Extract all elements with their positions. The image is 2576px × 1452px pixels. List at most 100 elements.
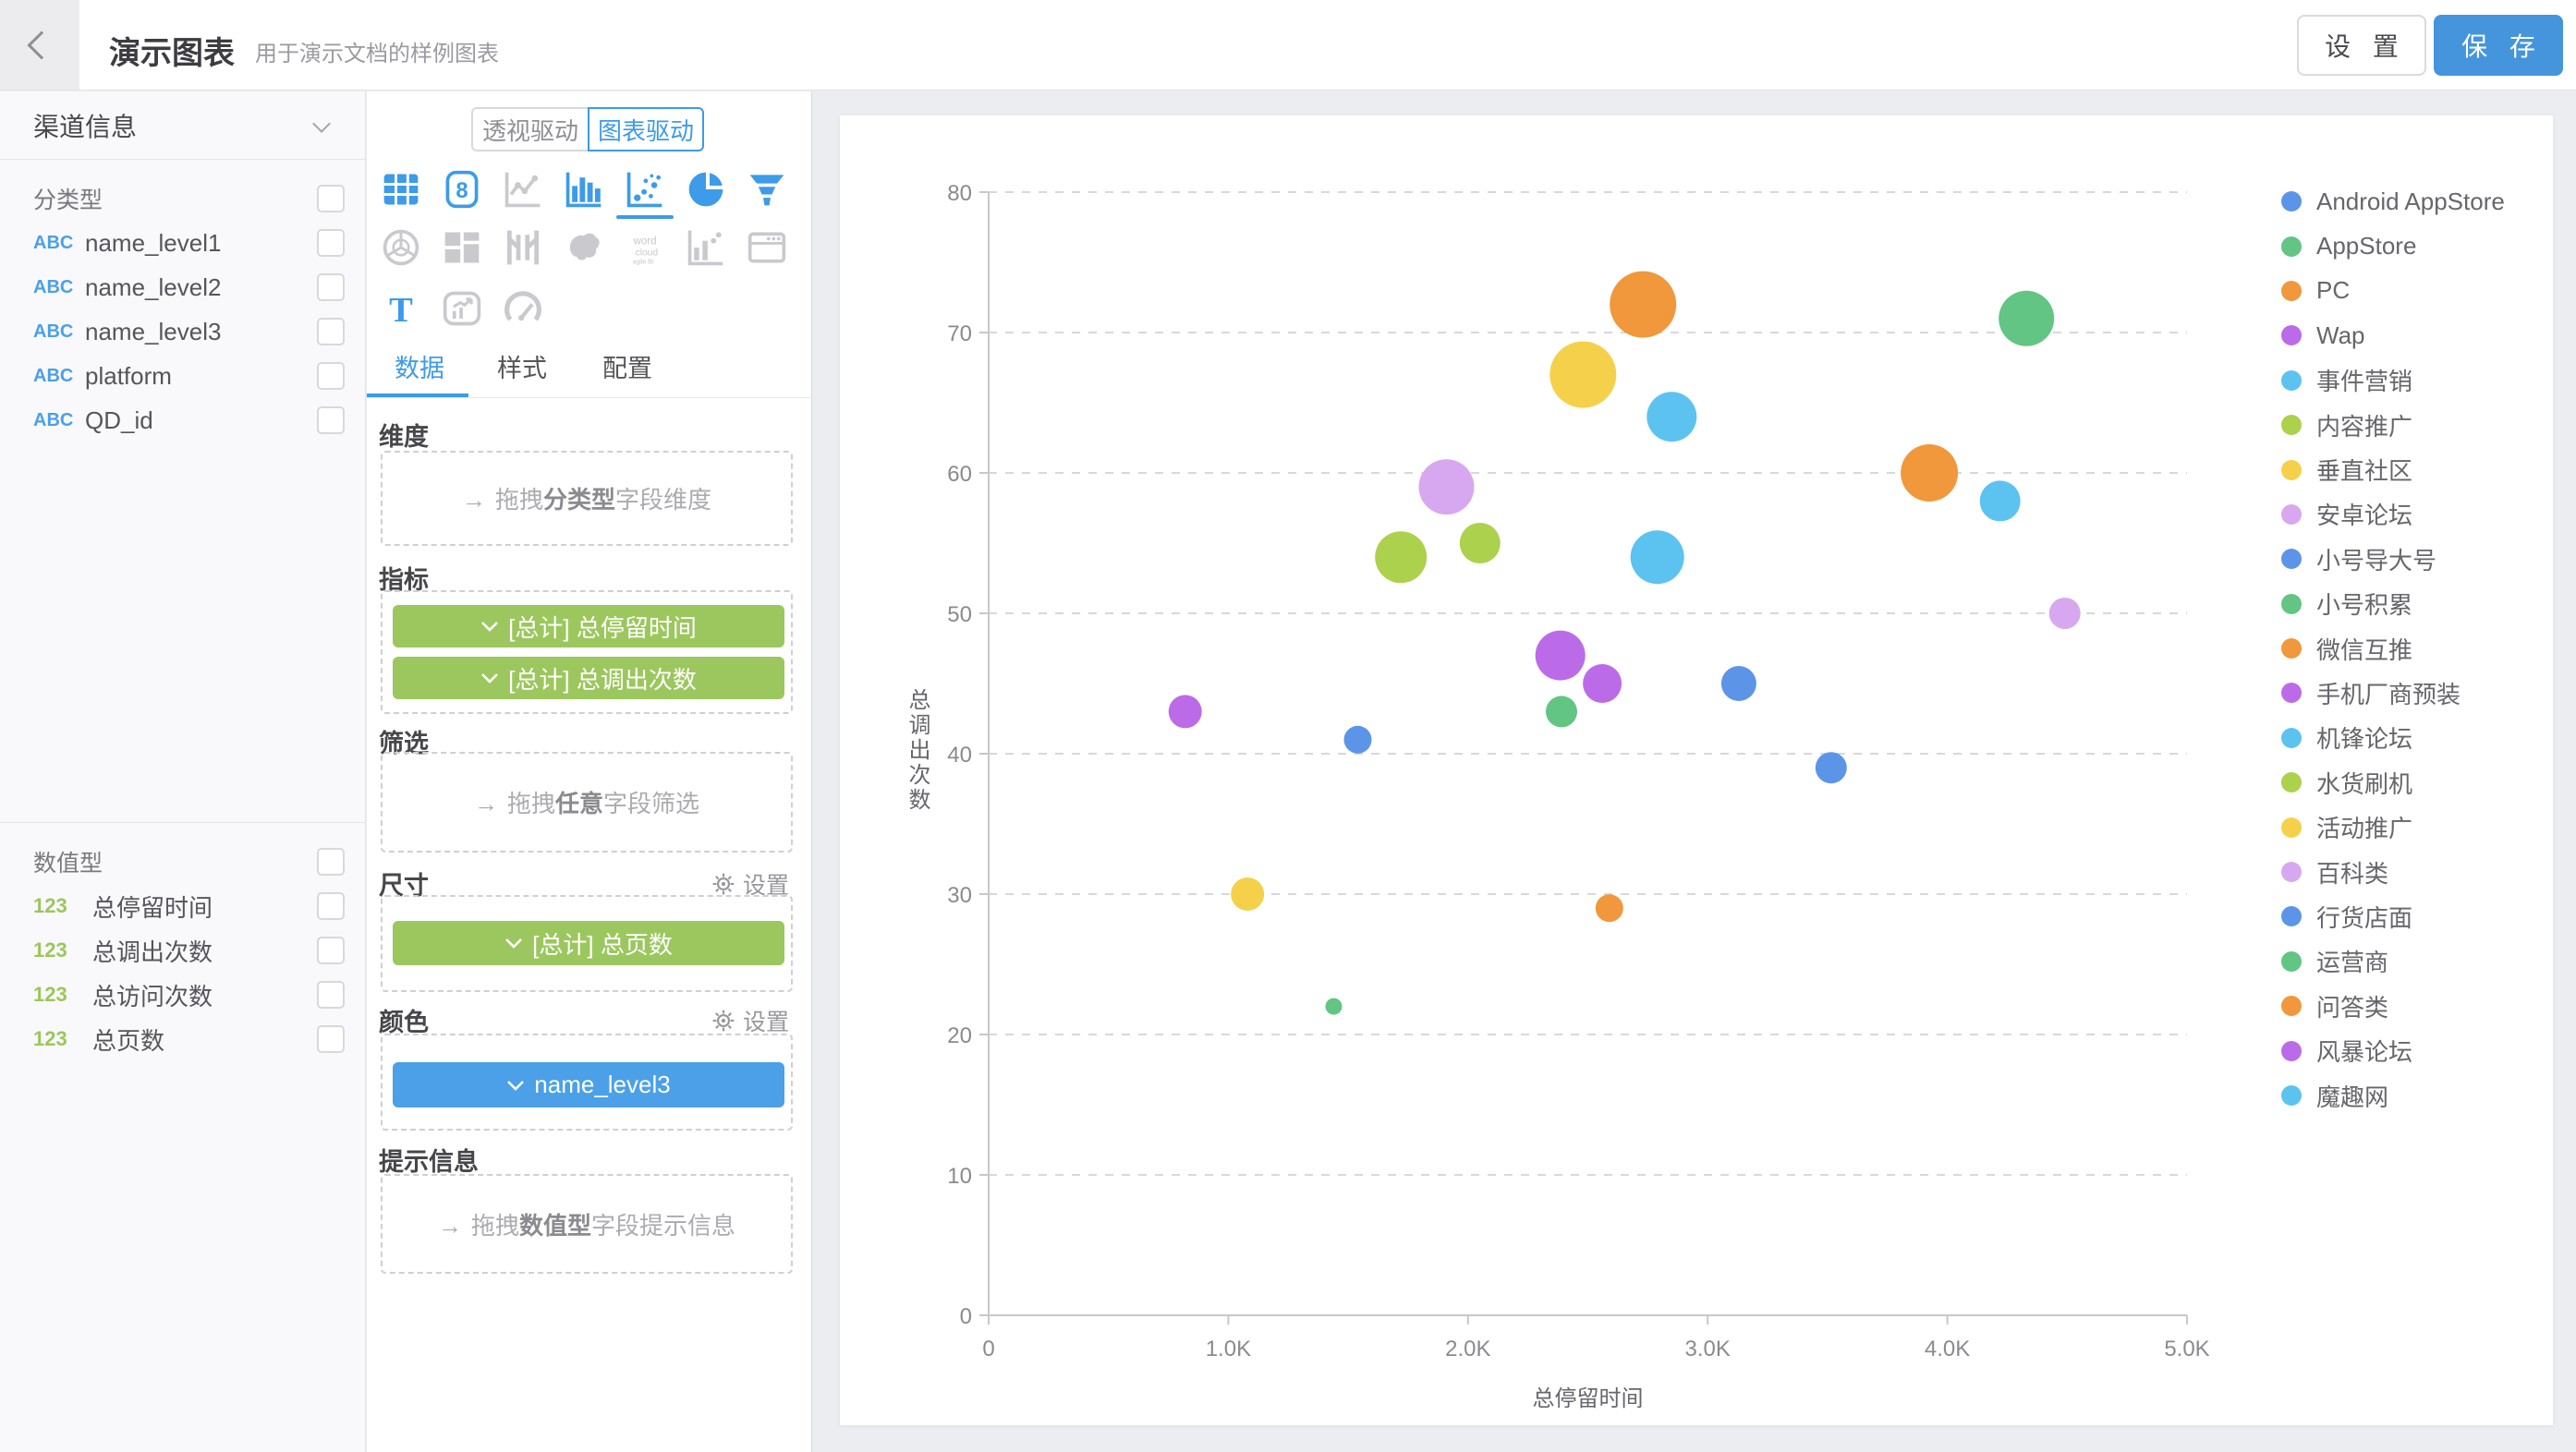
categorical-group-checkbox[interactable] [317, 185, 345, 212]
legend-item-事件营销[interactable]: 事件营销 [2281, 358, 2505, 403]
measure-drop-zone[interactable]: [总计] 总停留时间 [总计] 总调出次数 [381, 590, 793, 714]
legend-item-安卓论坛[interactable]: 安卓论坛 [2281, 492, 2505, 537]
chart-bubble-活动推广[interactable] [1231, 877, 1265, 911]
legend-item-手机厂商预装[interactable]: 手机厂商预装 [2281, 671, 2505, 715]
chart-bubble-机锋论坛[interactable] [1979, 480, 2021, 522]
field-item-总访问次数[interactable]: 123 总访问次数 [0, 973, 365, 1017]
size-pill[interactable]: [总计] 总页数 [393, 921, 784, 965]
scatter-chart-icon[interactable] [625, 169, 665, 210]
chart-bubble-风暴论坛[interactable] [1168, 695, 1202, 729]
funnel-chart-icon[interactable] [747, 169, 787, 210]
line-chart-icon[interactable] [503, 169, 543, 210]
size-drop-zone[interactable]: [总计] 总页数 [381, 895, 793, 992]
table-chart-icon[interactable] [381, 169, 421, 210]
color-pill[interactable]: name_level3 [393, 1062, 784, 1107]
field-checkbox[interactable] [317, 981, 345, 1009]
chart-bubble-微信互推[interactable] [1901, 444, 1959, 502]
field-checkbox[interactable] [317, 273, 345, 301]
chart-bubble-问答类[interactable] [1595, 894, 1623, 923]
measure-pill-2[interactable]: [总计] 总调出次数 [393, 657, 784, 699]
legend-item-百科类[interactable]: 百科类 [2281, 850, 2505, 894]
chart-bubble-运营商[interactable] [1546, 696, 1577, 728]
chart-bubble-手机厂商预装[interactable] [1583, 664, 1622, 703]
color-drop-zone[interactable]: name_level3 [381, 1034, 793, 1131]
legend-item-运营商[interactable]: 运营商 [2281, 939, 2505, 984]
tooltip-drop-zone[interactable]: → 拖拽数值型字段提示信息 [381, 1174, 793, 1274]
field-item-name_level2[interactable]: ABC name_level2 [0, 265, 365, 309]
chart-bubble-小号积累[interactable] [1325, 998, 1343, 1015]
legend-item-机锋论坛[interactable]: 机锋论坛 [2281, 716, 2505, 760]
field-item-总页数[interactable]: 123 总页数 [0, 1017, 365, 1061]
field-checkbox[interactable] [317, 362, 345, 390]
text-widget-icon[interactable]: T [381, 288, 421, 330]
legend-item-活动推广[interactable]: 活动推广 [2281, 805, 2505, 849]
color-settings-button[interactable]: 设置 [711, 1004, 789, 1037]
chart-bubble-AppStore[interactable] [1999, 290, 2055, 346]
wordcloud-chart-icon[interactable]: word cloud agile BI [625, 227, 665, 268]
chart-bubble-行货店面[interactable] [1343, 725, 1372, 754]
mode-pivot-button[interactable]: 透视驱动 [471, 107, 588, 151]
chart-bubble-安卓论坛[interactable] [1418, 459, 1475, 515]
settings-button[interactable]: 设 置 [2297, 15, 2426, 76]
pie-chart-icon[interactable] [686, 169, 726, 210]
radar-chart-icon[interactable] [381, 227, 421, 268]
chart-bubble-内容推广[interactable] [1375, 531, 1428, 584]
chart-bubble-魔趣网[interactable] [1630, 530, 1684, 585]
legend-item-PC[interactable]: PC [2281, 269, 2505, 313]
chart-bubble-Wap[interactable] [1535, 630, 1586, 681]
chart-bubble-事件营销[interactable] [1646, 392, 1697, 442]
legend-item-微信互推[interactable]: 微信互推 [2281, 626, 2505, 671]
save-button[interactable]: 保 存 [2434, 15, 2563, 76]
mode-chart-button[interactable]: 图表驱动 [588, 107, 704, 151]
legend-item-行货店面[interactable]: 行货店面 [2281, 894, 2505, 938]
field-item-总停留时间[interactable]: 123 总停留时间 [0, 884, 365, 928]
chart-bubble-垂直社区[interactable] [1549, 341, 1617, 408]
chart-bubble-Android AppStore[interactable] [1720, 666, 1756, 701]
gauge-chart-icon[interactable] [503, 288, 543, 329]
chart-bubble-百科类[interactable] [2048, 598, 2081, 629]
map-chart-icon[interactable] [564, 227, 604, 268]
field-item-platform[interactable]: ABC platform [0, 354, 365, 398]
chart-bubble-水货刷机[interactable] [1459, 523, 1501, 563]
legend-item-问答类[interactable]: 问答类 [2281, 984, 2505, 1028]
dimension-drop-zone[interactable]: → 拖拽分类型字段维度 [381, 451, 793, 546]
tab-config[interactable]: 配置 [602, 355, 652, 382]
field-checkbox[interactable] [317, 1025, 345, 1053]
trend-card-icon[interactable] [442, 288, 482, 329]
chart-bubble-小号导大号[interactable] [1815, 752, 1847, 784]
field-item-QD_id[interactable]: ABC QD_id [0, 398, 365, 442]
field-item-name_level1[interactable]: ABC name_level1 [0, 221, 365, 265]
legend-item-内容推广[interactable]: 内容推广 [2281, 403, 2505, 447]
field-checkbox[interactable] [317, 229, 345, 257]
bar-chart-icon[interactable] [564, 169, 604, 210]
legend-item-水货刷机[interactable]: 水货刷机 [2281, 760, 2505, 805]
gantt-chart-icon[interactable] [503, 227, 543, 268]
field-checkbox[interactable] [317, 406, 345, 434]
field-checkbox[interactable] [317, 318, 345, 345]
size-settings-button[interactable]: 设置 [711, 867, 789, 901]
field-checkbox[interactable] [317, 937, 345, 964]
legend-item-小号导大号[interactable]: 小号导大号 [2281, 537, 2505, 581]
legend-item-Wap[interactable]: Wap [2281, 313, 2505, 357]
field-item-name_level3[interactable]: ABC name_level3 [0, 309, 365, 354]
tab-style[interactable]: 样式 [497, 355, 547, 382]
back-button[interactable] [0, 0, 79, 90]
treemap-chart-icon[interactable] [442, 227, 482, 268]
legend-item-Android AppStore[interactable]: Android AppStore [2281, 179, 2505, 224]
dataset-selector[interactable]: 渠道信息 [0, 91, 365, 160]
kpi-card-icon[interactable]: 8 [442, 169, 482, 210]
legend-item-垂直社区[interactable]: 垂直社区 [2281, 447, 2505, 491]
iframe-card-icon[interactable] [747, 227, 787, 268]
field-item-总调出次数[interactable]: 123 总调出次数 [0, 928, 365, 973]
measure-pill-1[interactable]: [总计] 总停留时间 [393, 605, 784, 647]
legend-item-小号积累[interactable]: 小号积累 [2281, 582, 2505, 626]
legend-item-魔趣网[interactable]: 魔趣网 [2281, 1073, 2505, 1118]
combo-chart-icon[interactable] [686, 227, 726, 268]
chart-bubble-PC[interactable] [1610, 271, 1677, 338]
legend-item-AppStore[interactable]: AppStore [2281, 224, 2505, 268]
numeric-group-checkbox[interactable] [317, 848, 345, 876]
tab-data[interactable]: 数据 [395, 355, 444, 382]
legend-item-风暴论坛[interactable]: 风暴论坛 [2281, 1028, 2505, 1072]
field-checkbox[interactable] [317, 892, 345, 920]
filter-drop-zone[interactable]: → 拖拽任意字段筛选 [381, 752, 793, 853]
